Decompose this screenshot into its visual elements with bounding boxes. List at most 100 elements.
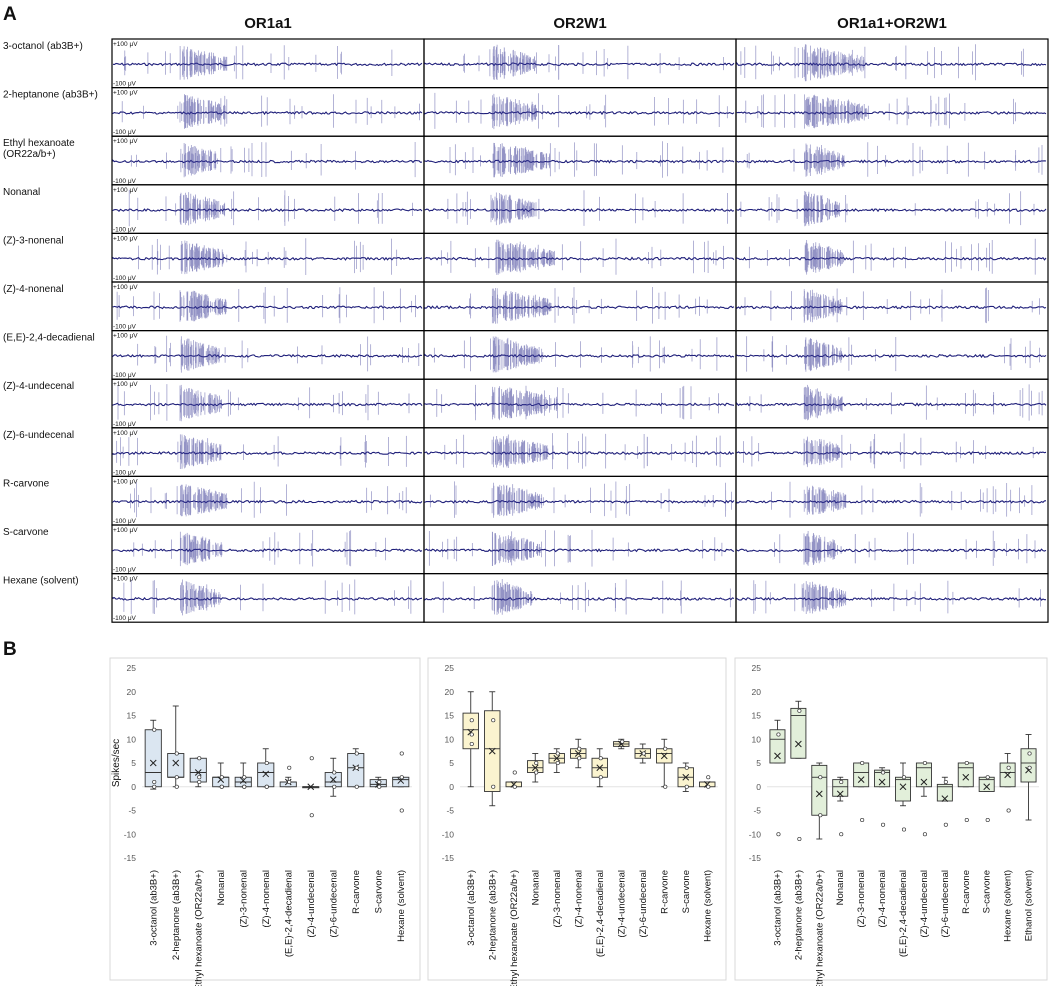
trace-spikes — [771, 481, 1033, 518]
category-label: (Z)-3-nonenal — [552, 870, 563, 928]
y-tick-label: -5 — [128, 806, 136, 816]
chart-frame — [109, 657, 421, 981]
trace-frame — [735, 135, 1049, 186]
trace-baseline — [112, 548, 423, 553]
trace-spikes — [434, 92, 728, 130]
trace-baseline — [736, 450, 1047, 456]
data-point — [860, 760, 865, 766]
data-point — [901, 775, 907, 780]
box — [347, 748, 365, 789]
box — [527, 753, 544, 783]
panel-b-letter: B — [3, 639, 17, 660]
row-label-line: Ethyl hexanoate — [3, 138, 75, 149]
y-tick-label: 15 — [127, 711, 137, 721]
column-title-or1a1-or2w1: OR1a1+OR2W1 — [837, 15, 947, 32]
trace-spikes — [116, 434, 407, 469]
category-label: Nonanal — [835, 870, 846, 905]
trace-baseline — [424, 256, 735, 261]
data-point — [242, 775, 247, 780]
scale-bottom-label: -100 μV — [113, 421, 137, 428]
trace-spikes — [442, 579, 731, 615]
trace-baseline — [736, 499, 1047, 504]
mean-marker — [899, 783, 907, 791]
scale-top-label: +100 μV — [113, 284, 138, 291]
box — [392, 751, 410, 813]
mean-marker — [262, 770, 270, 778]
y-tick-label: 0 — [131, 782, 136, 792]
trace-spikes — [746, 336, 1040, 372]
trace-spikes — [128, 190, 413, 227]
category-label: Nonanal — [216, 870, 227, 905]
data-point — [985, 775, 990, 780]
trace-frame — [735, 572, 1049, 623]
box-iqr — [811, 764, 828, 816]
box-iqr — [1020, 748, 1037, 783]
data-point — [684, 765, 689, 770]
trace-frame — [423, 475, 737, 526]
category-label: (Z)-4-undecenal — [616, 870, 627, 938]
mean-marker — [983, 783, 991, 791]
chart-frame — [427, 657, 727, 981]
scale-top-label: +100 μV — [113, 187, 138, 194]
box — [189, 756, 207, 788]
row-label: 3-octanol (ab3B+) — [3, 41, 83, 52]
box — [634, 743, 651, 764]
trace-baseline — [424, 159, 735, 164]
panel-a-letter: A — [3, 4, 17, 25]
row-label: (E,E)-2,4-decadienal — [3, 333, 95, 344]
category-label: 3-octanol (ab3B+) — [148, 870, 159, 946]
data-point — [219, 784, 224, 789]
box — [234, 762, 252, 789]
category-label: S-carvone — [982, 870, 993, 913]
trace-spikes — [429, 481, 732, 518]
trace-baseline — [112, 62, 423, 67]
y-tick-label: 0 — [449, 782, 454, 792]
trace-baseline — [736, 305, 1047, 310]
trace-frame — [735, 281, 1049, 332]
row-label-line: Hexane (solvent) — [3, 576, 79, 587]
data-point — [964, 760, 969, 766]
data-point — [377, 779, 382, 785]
scale-bottom-label: -100 μV — [113, 129, 137, 136]
trace-baseline — [424, 62, 735, 67]
category-label: (Z)-6-undecenal — [940, 870, 951, 938]
row-label-line: (Z)-3-nonenal — [3, 235, 64, 246]
trace-spikes — [121, 94, 420, 129]
trace-spikes — [774, 530, 1036, 566]
data-point — [706, 775, 711, 780]
data-point — [577, 746, 582, 751]
scale-top-label: +100 μV — [113, 576, 138, 583]
scale-top-label: +100 μV — [113, 478, 138, 485]
trace-spikes — [130, 142, 416, 178]
y-tick-label: 25 — [127, 663, 137, 673]
data-point — [197, 779, 202, 785]
trace-baseline — [112, 159, 423, 164]
trace-baseline — [424, 402, 735, 407]
trace-spikes — [746, 142, 1043, 177]
trace-spikes — [116, 287, 416, 324]
data-point — [684, 784, 689, 789]
mean-marker — [488, 747, 496, 755]
data-point — [1006, 765, 1011, 770]
data-point — [663, 784, 668, 789]
data-point — [964, 817, 969, 823]
scale-top-label: +100 μV — [113, 90, 138, 97]
data-point — [354, 784, 359, 789]
trace-spikes — [749, 384, 1043, 421]
trace-baseline — [736, 353, 1047, 359]
mean-marker — [329, 776, 337, 783]
y-tick-label: 5 — [131, 758, 136, 768]
column-title-or2w1: OR2W1 — [553, 15, 606, 32]
data-point — [287, 765, 292, 770]
category-label: (E,E)-2,4-decadienal — [595, 870, 606, 957]
data-point — [399, 808, 404, 813]
row-label-line: 3-octanol (ab3B+) — [3, 41, 83, 52]
scale-top-label: +100 μV — [113, 527, 138, 534]
mean-marker — [1004, 771, 1011, 779]
category-label: R-carvone — [351, 870, 362, 914]
trace-baseline — [112, 596, 423, 601]
category-label: (Z)-3-nonenal — [856, 870, 867, 928]
trace-baseline — [112, 305, 423, 310]
y-tick-label: -15 — [124, 853, 137, 863]
